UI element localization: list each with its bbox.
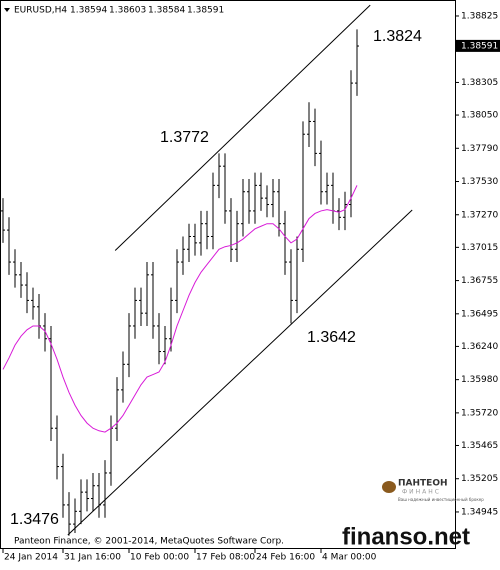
logo: ПАНТЕОН ФИНАНС Ваш надежный инвестиционн… [382, 479, 484, 502]
y-tick-label: 1.36495 [461, 309, 498, 319]
y-tick-label: 1.35720 [461, 408, 498, 418]
annotation: 1.3824 [373, 28, 422, 45]
y-tick-label: 1.38305 [461, 78, 498, 88]
watermark: finanso.net [342, 523, 470, 550]
y-tick-label: 1.35465 [461, 441, 498, 451]
header-value: 1.38584 [148, 6, 185, 16]
y-tick-label: 1.35980 [461, 375, 498, 385]
header-value: 1.38603 [109, 6, 146, 16]
plot-frame [0, 0, 456, 549]
y-tick-label: 1.37270 [461, 210, 498, 220]
trendline [114, 4, 371, 251]
logo-sub: ФИНАНС [402, 489, 441, 496]
y-tick-label: 1.36755 [461, 276, 498, 286]
header-value: 1.38594 [70, 6, 107, 16]
copyright: Panteon Finance, © 2001-2014, MetaQuotes… [14, 537, 284, 547]
y-tick-label: 1.36240 [461, 342, 498, 352]
annotation: 1.3772 [160, 129, 209, 146]
y-tick-label: 1.38050 [461, 111, 498, 121]
x-tick-label: 17 Feb 08:00 [196, 553, 255, 563]
menu-icon [4, 8, 10, 12]
logo-icon [382, 481, 396, 493]
price-label-box [456, 39, 500, 52]
price-label: 1.38591 [461, 41, 498, 51]
symbol: EURUSD,H4 [14, 6, 67, 16]
x-tick-label: 24 Feb 16:00 [256, 553, 315, 563]
y-tick-label: 1.37530 [461, 177, 498, 187]
header-value: 1.38591 [187, 6, 224, 16]
x-tick-label: 31 Jan 16:00 [64, 553, 121, 563]
annotation: 1.3476 [10, 511, 59, 528]
moving-average [2, 185, 358, 433]
y-tick-label: 1.37790 [461, 144, 498, 154]
y-tick-label: 1.38825 [461, 11, 498, 21]
logo-name: ПАНТЕОН [398, 479, 448, 489]
x-tick-label: 10 Feb 00:00 [130, 553, 189, 563]
annotation: 1.3642 [307, 329, 356, 346]
x-tick-label: 4 Mar 00:00 [322, 553, 377, 563]
trendline [67, 209, 413, 536]
x-tick-label: 24 Jan 2014 [4, 553, 58, 563]
logo-slogan: Ваш надежный инвестиционный брокер [398, 497, 484, 502]
y-tick-label: 1.34945 [461, 507, 498, 517]
y-tick-label: 1.35205 [461, 474, 498, 484]
y-tick-label: 1.37015 [461, 243, 498, 253]
